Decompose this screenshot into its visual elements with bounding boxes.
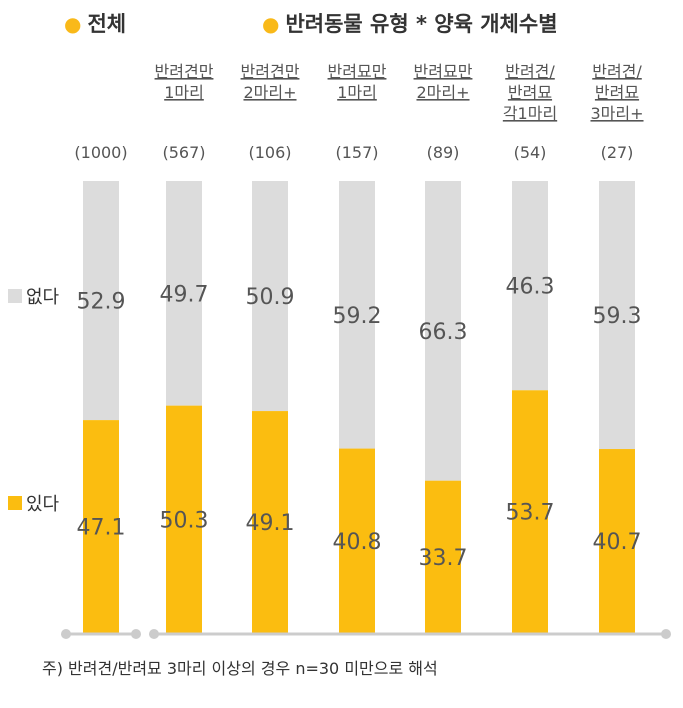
bar-yes-value-label: 40.8 — [333, 530, 382, 555]
axis-end-dot — [61, 629, 71, 639]
bar-none-value-label: 66.3 — [419, 320, 468, 345]
bar-none-segment — [339, 181, 375, 449]
bar-none-value-label: 49.7 — [160, 282, 209, 307]
bullet-dot-icon: ● — [64, 12, 82, 36]
legend-yes: 있다 — [8, 490, 59, 516]
legend-yes-label: 있다 — [26, 494, 60, 515]
bar-yes-segment — [599, 449, 635, 633]
bar-none-segment — [252, 181, 288, 412]
category-label: 2마리+ — [243, 83, 296, 102]
bar-none-segment — [166, 181, 202, 406]
category-label: 3마리+ — [590, 104, 643, 123]
bar-yes-segment — [339, 448, 375, 633]
overall-header: ● 전체 — [64, 8, 126, 38]
category-label: 반려묘 — [508, 83, 552, 102]
sample-size-label: (567) — [162, 143, 205, 162]
bar-yes-segment — [252, 411, 288, 633]
category-label: 반려묘 — [595, 83, 639, 102]
footnote: 주) 반려견/반려묘 3마리 이상의 경우 n=30 미만으로 해석 — [42, 659, 438, 678]
category-label: 반려견/ — [592, 62, 642, 81]
bar-yes-segment — [166, 405, 202, 633]
bar-none-segment — [83, 181, 119, 421]
bar-none-segment — [512, 181, 548, 391]
bar-none-value-label: 50.9 — [246, 285, 295, 310]
axis-end-dot — [149, 629, 159, 639]
category-label: 반려견만 — [241, 62, 300, 81]
sample-size-label: (106) — [248, 143, 291, 162]
sample-size-label: (27) — [601, 143, 634, 162]
category-label: 반려견/ — [505, 62, 555, 81]
legend-none: 없다 — [8, 283, 59, 309]
category-label: 각1마리 — [503, 104, 557, 123]
group-header-label: 반려동물 유형 * 양육 개체수별 — [285, 12, 558, 36]
axis-end-dot — [131, 629, 141, 639]
bar-none-segment — [599, 181, 635, 450]
category-label: 2마리+ — [416, 83, 469, 102]
category-label: 반려견만 — [155, 62, 214, 81]
bar-yes-value-label: 50.3 — [160, 508, 209, 533]
sample-size-label: (157) — [335, 143, 378, 162]
sample-size-label: (54) — [514, 143, 547, 162]
bar-none-value-label: 59.2 — [333, 304, 382, 329]
legend-yes-swatch — [8, 496, 22, 510]
sample-size-label: (1000) — [74, 143, 127, 162]
bar-none-segment — [425, 181, 461, 481]
axis-end-dot — [661, 629, 671, 639]
bar-none-value-label: 59.3 — [593, 304, 642, 329]
bar-yes-segment — [83, 420, 119, 633]
bar-none-value-label: 46.3 — [506, 275, 555, 300]
bar-yes-segment — [512, 390, 548, 633]
legend-none-swatch — [8, 289, 22, 303]
category-label: 1마리 — [337, 83, 377, 102]
group-header: ● 반려동물 유형 * 양육 개체수별 — [262, 8, 558, 38]
category-label: 반려묘만 — [414, 62, 473, 81]
category-label: 1마리 — [164, 83, 204, 102]
bar-yes-segment — [425, 480, 461, 633]
legend-none-label: 없다 — [26, 287, 60, 308]
sample-size-label: (89) — [427, 143, 460, 162]
bar-yes-value-label: 33.7 — [419, 546, 468, 571]
bar-yes-value-label: 53.7 — [506, 501, 555, 526]
bullet-dot-icon: ● — [262, 12, 280, 36]
bar-yes-value-label: 49.1 — [246, 511, 295, 536]
category-label: 반려묘만 — [328, 62, 387, 81]
bar-yes-value-label: 47.1 — [77, 516, 126, 541]
bar-yes-value-label: 40.7 — [593, 530, 642, 555]
overall-header-label: 전체 — [87, 12, 127, 36]
bar-none-value-label: 52.9 — [77, 290, 126, 315]
